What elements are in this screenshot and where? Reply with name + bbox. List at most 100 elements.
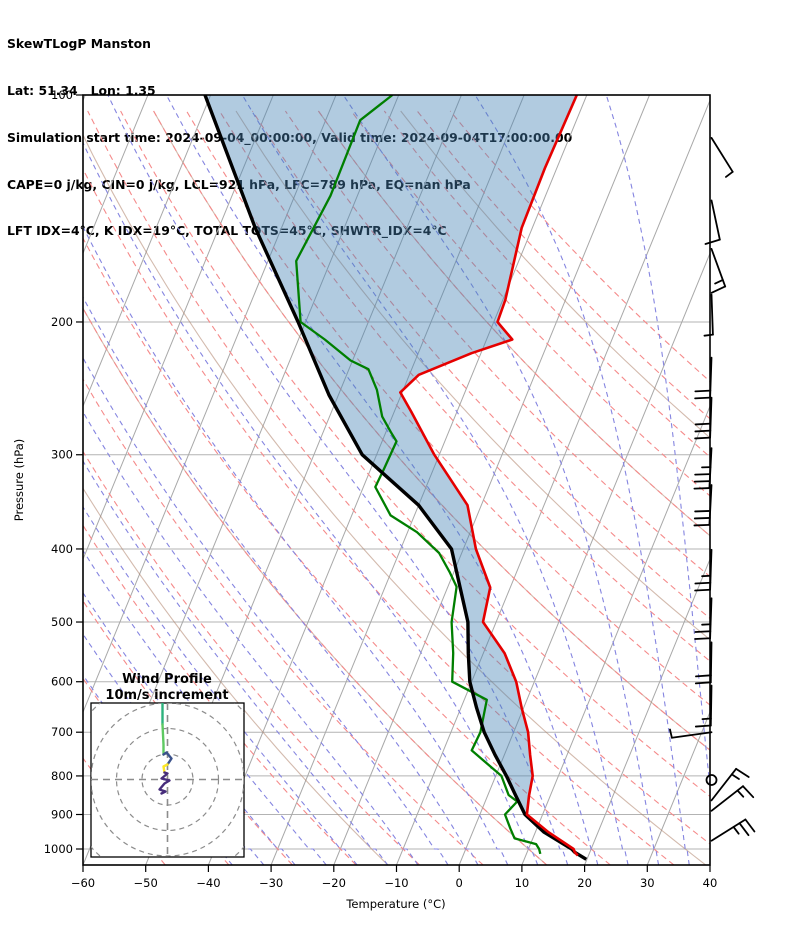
- isotherm-line: [709, 863, 710, 865]
- x-tick-label: −60: [71, 876, 95, 890]
- wind-barb: [705, 774, 718, 786]
- shade-polygon: [205, 95, 587, 860]
- x-tick-label: 20: [577, 876, 592, 890]
- sounding-header: SkewTLogP Manston Lat: 51.34 Lon: 1.35 S…: [7, 5, 572, 270]
- wind-barb: [710, 137, 734, 178]
- wind-barb: [694, 356, 713, 400]
- isotherm-line: [207, 95, 525, 865]
- dry-adiabat-solid: [83, 487, 389, 865]
- moist-adiabat: [107, 95, 569, 865]
- isotherm-line: [83, 95, 212, 408]
- dry-adiabat: [83, 450, 420, 865]
- dry-adiabat: [153, 110, 710, 751]
- x-tick-label: 10: [515, 876, 530, 890]
- dry-adiabat: [284, 110, 710, 578]
- moist-adiabat: [83, 460, 389, 865]
- cin-shaded-area: [205, 95, 587, 860]
- dry-adiabat: [87, 110, 710, 845]
- isotherm-line: [646, 710, 710, 865]
- moist-adiabat: [241, 95, 629, 865]
- isotherm-line: [458, 251, 710, 865]
- wind-barb: [710, 767, 750, 802]
- dry-adiabat-solid: [235, 110, 710, 641]
- background-grid: [83, 95, 710, 865]
- cape-cin-line: CAPE=0 j/kg, CIN=0 j/kg, LCL=921 hPa, LF…: [7, 176, 471, 192]
- isotherm-line: [521, 404, 710, 865]
- isotherm-line: [83, 95, 337, 714]
- parcel-curve: [203, 95, 588, 861]
- wind-barb: [694, 641, 713, 685]
- hodograph-ring: [115, 727, 220, 832]
- sounding-curves: [203, 95, 588, 861]
- y-tick-label: 500: [51, 615, 73, 629]
- x-tick-label: −30: [259, 876, 283, 890]
- calm-wind-icon: [705, 774, 718, 786]
- y-tick-label: 400: [51, 542, 73, 556]
- moist-adiabat: [474, 95, 690, 865]
- x-tick-label: 30: [640, 876, 655, 890]
- x-axis-label: Temperature (°C): [345, 897, 445, 911]
- wind-barb: [703, 293, 714, 337]
- wind-barb: [710, 248, 727, 294]
- wind-barb: [669, 728, 713, 739]
- isotherm-line: [584, 557, 710, 865]
- y-tick-label: 800: [51, 769, 73, 783]
- x-tick-label: −10: [384, 876, 408, 890]
- wind-barb: [694, 396, 713, 440]
- hodograph-trace: [158, 771, 171, 795]
- wind-barbs: [669, 137, 756, 842]
- wind-barb: [710, 818, 756, 842]
- hodograph-title-line1: Wind Profile: [122, 672, 212, 687]
- moist-adiabat: [83, 225, 509, 865]
- wind-barb: [693, 447, 713, 490]
- hodograph-trace: [162, 751, 173, 766]
- x-tick-label: −50: [134, 876, 158, 890]
- dry-adiabat: [416, 110, 710, 420]
- moist-adiabat: [165, 95, 599, 865]
- wind-barb: [694, 548, 713, 592]
- moist-adiabat: [83, 505, 358, 865]
- dry-adiabat-solid: [83, 133, 707, 865]
- y-tick-label: 1000: [44, 842, 73, 856]
- moist-adiabat: [605, 95, 710, 793]
- dry-adiabat: [83, 307, 548, 865]
- isotherm-line: [270, 95, 588, 865]
- moist-adiabat: [342, 95, 660, 865]
- y-tick-label: 300: [51, 448, 73, 462]
- moist-adiabat: [83, 410, 419, 865]
- wind-barb: [704, 199, 721, 245]
- dry-adiabat: [83, 237, 611, 865]
- x-tick-label: −20: [322, 876, 346, 890]
- dry-adiabat: [83, 167, 675, 865]
- temperature-curve: [398, 95, 579, 857]
- y-axis-label: Pressure (hPa): [12, 439, 26, 522]
- chart-title: SkewTLogP Manston: [7, 36, 151, 52]
- dry-adiabat: [317, 110, 710, 537]
- dewpoint-curve: [295, 95, 542, 855]
- y-tick-label: 600: [51, 675, 73, 689]
- isotherm-line: [333, 95, 650, 865]
- wind-barb: [694, 597, 713, 640]
- dry-adiabat: [83, 378, 484, 865]
- dry-adiabat-solid: [400, 110, 710, 439]
- hodograph-trace: [161, 723, 165, 756]
- dry-adiabat: [120, 110, 710, 798]
- y-tick-label: 700: [51, 725, 73, 739]
- wind-barb: [693, 484, 713, 527]
- moist-adiabat: [83, 591, 296, 865]
- hodograph-title-line2: 10m/s increment: [105, 688, 228, 703]
- hodograph-trace: [162, 763, 169, 774]
- wind-barb: [694, 684, 713, 728]
- dry-adiabat: [83, 524, 357, 865]
- x-tick-label: 40: [703, 876, 718, 890]
- isotherm-line: [83, 95, 149, 255]
- y-tick-label: 200: [51, 315, 73, 329]
- y-tick-label: 900: [51, 807, 73, 821]
- hodograph-inset: [90, 702, 245, 858]
- moist-adiabat: [83, 141, 539, 865]
- x-tick-label: 0: [456, 876, 463, 890]
- y-tick-label: 100: [51, 88, 73, 102]
- hodograph-ring: [91, 703, 244, 857]
